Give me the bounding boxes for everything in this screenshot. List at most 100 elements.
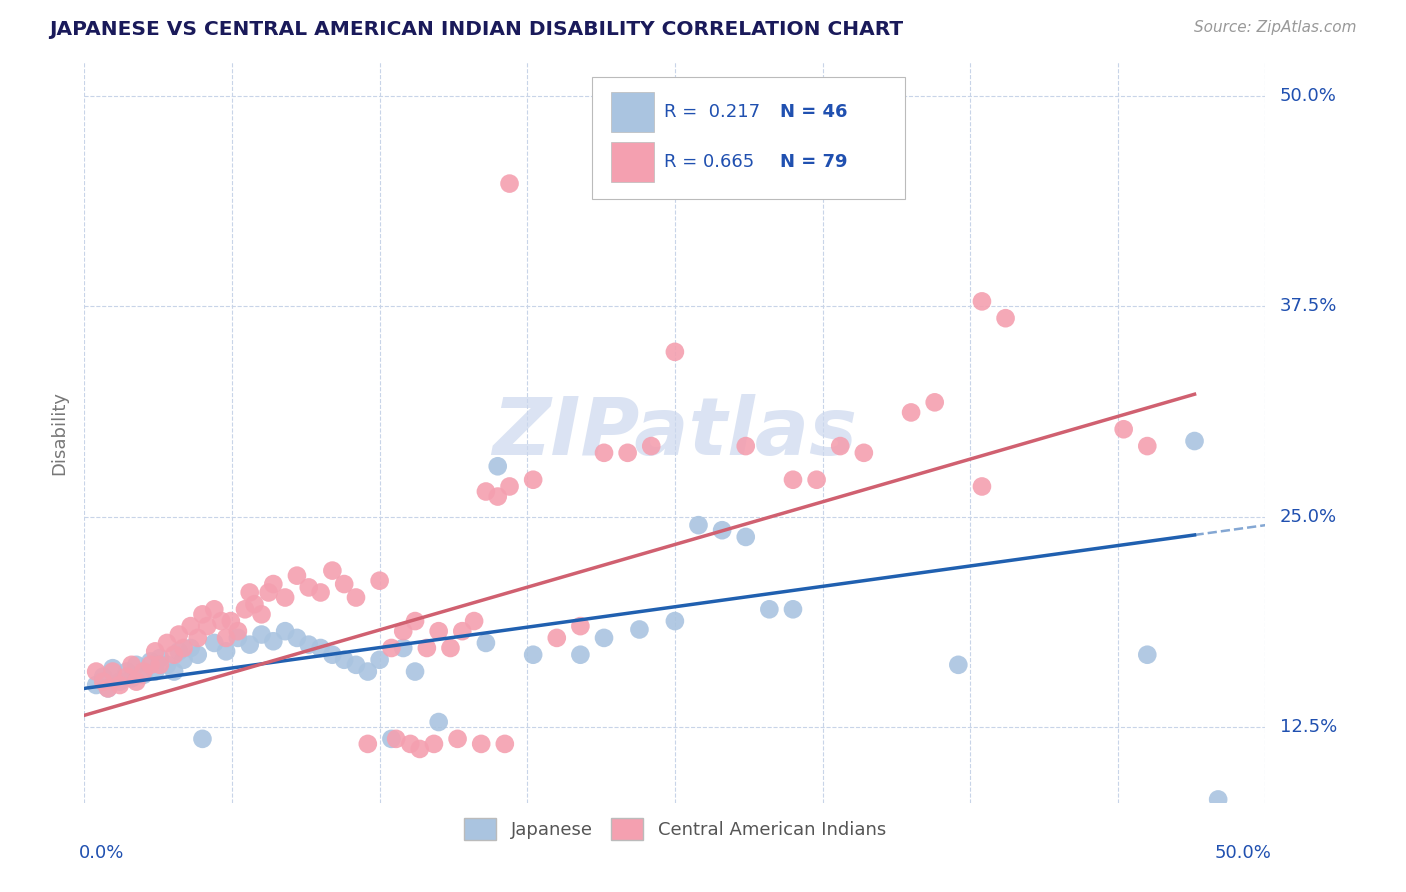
Point [522, 473, 544, 487]
Point [285, 631, 308, 645]
Point [149, 657, 172, 672]
Point [250, 627, 273, 641]
Point [664, 614, 686, 628]
Point [1112, 422, 1135, 436]
Point [593, 446, 616, 460]
Point [115, 665, 138, 679]
Point [830, 439, 852, 453]
Point [711, 523, 734, 537]
Point [139, 657, 162, 672]
Point [628, 623, 651, 637]
Point [640, 439, 662, 453]
Point [274, 624, 297, 639]
Point [1184, 434, 1206, 448]
Point [97, 681, 120, 696]
Point [368, 574, 391, 588]
Legend: Japanese, Central American Indians: Japanese, Central American Indians [454, 809, 896, 849]
Point [994, 311, 1017, 326]
Point [191, 607, 214, 622]
Point [239, 585, 262, 599]
Point [149, 651, 172, 665]
Point [439, 640, 461, 655]
Point [215, 631, 238, 645]
Point [423, 737, 446, 751]
Point [357, 737, 380, 751]
Point [475, 636, 498, 650]
Point [344, 657, 367, 672]
Point [187, 648, 209, 662]
Point [173, 653, 195, 667]
Text: ZIPatlas: ZIPatlas [492, 393, 858, 472]
Point [569, 619, 592, 633]
Point [167, 627, 190, 641]
Point [163, 665, 186, 679]
Point [688, 518, 710, 533]
Point [262, 577, 284, 591]
Point [1136, 439, 1159, 453]
Point [121, 671, 143, 685]
Point [664, 344, 686, 359]
Point [380, 640, 402, 655]
Point [734, 530, 756, 544]
Text: N = 79: N = 79 [780, 153, 848, 171]
Point [970, 479, 993, 493]
Point [187, 631, 209, 645]
Point [1206, 792, 1229, 806]
Point [101, 665, 124, 679]
Point [852, 446, 875, 460]
Point [143, 644, 166, 658]
Point [219, 614, 242, 628]
Point [132, 665, 155, 679]
Point [121, 657, 143, 672]
Point [616, 446, 638, 460]
Text: R = 0.665: R = 0.665 [664, 153, 755, 171]
Point [948, 657, 970, 672]
Point [451, 624, 474, 639]
Point [758, 602, 780, 616]
Point [173, 640, 195, 655]
Point [593, 631, 616, 645]
Point [494, 737, 516, 751]
Point [569, 648, 592, 662]
Text: 12.5%: 12.5% [1279, 718, 1337, 736]
Point [399, 737, 422, 751]
Point [101, 661, 124, 675]
Point [239, 638, 262, 652]
Text: R =  0.217: R = 0.217 [664, 103, 761, 121]
Point [97, 681, 120, 696]
Point [309, 585, 332, 599]
Point [409, 742, 432, 756]
Point [156, 657, 179, 672]
Point [250, 607, 273, 622]
Point [108, 678, 131, 692]
Point [243, 597, 266, 611]
FancyBboxPatch shape [612, 92, 654, 132]
Y-axis label: Disability: Disability [51, 391, 69, 475]
Point [143, 665, 166, 679]
Point [125, 674, 148, 689]
Point [546, 631, 568, 645]
Point [900, 405, 922, 419]
FancyBboxPatch shape [612, 143, 654, 182]
Point [298, 581, 321, 595]
Point [463, 614, 485, 628]
Point [357, 665, 380, 679]
Point [734, 439, 756, 453]
Point [226, 624, 249, 639]
Point [522, 648, 544, 662]
Point [427, 714, 450, 729]
Text: 37.5%: 37.5% [1279, 297, 1337, 316]
Point [163, 648, 186, 662]
Point [392, 624, 415, 639]
FancyBboxPatch shape [592, 78, 905, 200]
Point [91, 670, 114, 684]
Text: JAPANESE VS CENTRAL AMERICAN INDIAN DISABILITY CORRELATION CHART: JAPANESE VS CENTRAL AMERICAN INDIAN DISA… [49, 20, 903, 38]
Point [167, 644, 190, 658]
Point [416, 640, 439, 655]
Point [470, 737, 492, 751]
Point [368, 653, 391, 667]
Point [156, 636, 179, 650]
Point [285, 568, 308, 582]
Point [233, 602, 256, 616]
Text: 50.0%: 50.0% [1215, 844, 1271, 862]
